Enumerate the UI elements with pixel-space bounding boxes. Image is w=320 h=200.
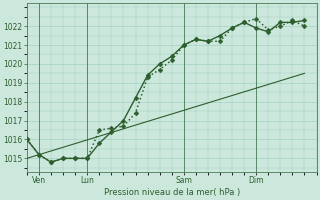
X-axis label: Pression niveau de la mer( hPa ): Pression niveau de la mer( hPa ) xyxy=(104,188,240,197)
